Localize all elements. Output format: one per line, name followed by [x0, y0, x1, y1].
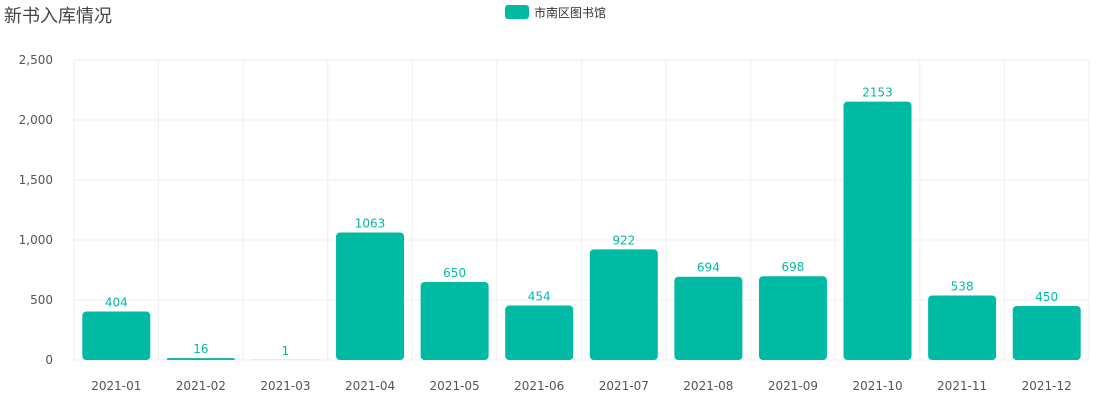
y-tick-label: 0 — [45, 353, 53, 367]
bar — [674, 276, 743, 360]
bar — [420, 282, 489, 360]
y-tick-label: 1,000 — [19, 233, 53, 247]
bar-value-label: 2153 — [862, 86, 893, 100]
x-tick-label: 2021-05 — [430, 379, 480, 393]
x-tick-label: 2021-10 — [852, 379, 902, 393]
bar-value-label: 16 — [193, 342, 208, 356]
x-tick-label: 2021-06 — [514, 379, 564, 393]
legend-swatch — [505, 5, 529, 19]
y-tick-label: 2,000 — [19, 113, 53, 127]
x-tick-label: 2021-07 — [599, 379, 649, 393]
bar-value-label: 454 — [528, 290, 551, 304]
x-tick-label: 2021-11 — [937, 379, 987, 393]
x-tick-label: 2021-01 — [91, 379, 141, 393]
bar — [843, 101, 912, 360]
x-tick-label: 2021-09 — [768, 379, 818, 393]
x-tick-label: 2021-02 — [176, 379, 226, 393]
bar-value-label: 650 — [443, 266, 466, 280]
legend-label: 市南区图书馆 — [534, 5, 607, 20]
bar-value-label: 1063 — [355, 216, 386, 230]
bar — [1012, 306, 1081, 360]
x-tick-label: 2021-04 — [345, 379, 395, 393]
x-tick-label: 2021-08 — [683, 379, 733, 393]
bar-value-label: 450 — [1035, 290, 1058, 304]
legend[interactable]: 市南区图书馆 — [505, 4, 606, 20]
bar-value-label: 698 — [782, 260, 805, 274]
y-tick-label: 1,500 — [19, 173, 53, 187]
bar-value-label: 694 — [697, 261, 720, 275]
x-tick-label: 2021-12 — [1022, 379, 1072, 393]
bar — [505, 305, 574, 360]
bar — [166, 358, 235, 360]
y-tick-label: 500 — [30, 293, 53, 307]
bar — [589, 249, 658, 360]
bar-value-label: 538 — [951, 279, 974, 293]
bar — [82, 311, 151, 360]
y-tick-label: 2,500 — [19, 53, 53, 67]
bar — [758, 276, 827, 360]
x-tick-label: 2021-03 — [260, 379, 310, 393]
bar — [336, 232, 405, 360]
bar — [928, 295, 997, 360]
bar-value-label: 404 — [105, 296, 128, 310]
chart-title: 新书入库情况 — [4, 6, 112, 27]
bar-value-label: 922 — [612, 233, 635, 247]
bar-value-label: 1 — [282, 344, 290, 358]
